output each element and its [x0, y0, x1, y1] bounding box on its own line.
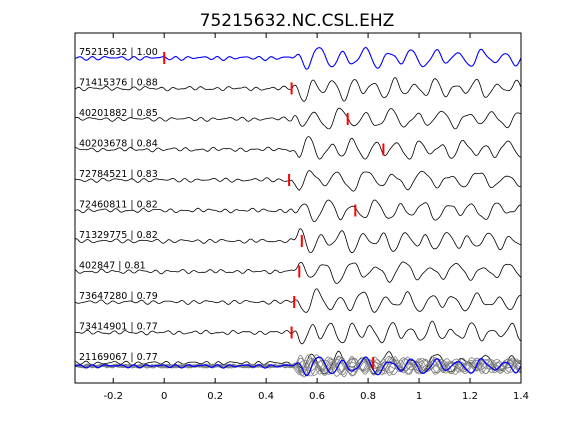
traces-layer — [74, 46, 522, 375]
x-tick-label: 0.6 — [309, 391, 325, 402]
trace-labels: 75215632 | 1.00 71415376 | 0.88 40201882 |… — [79, 47, 158, 363]
pick-markers — [163, 52, 385, 369]
trace-line-73647280 — [74, 288, 522, 313]
trace-label-75215632: 75215632 | 1.00 — [79, 47, 158, 58]
x-tick-label: 1.2 — [462, 391, 478, 402]
x-tick-label: 1 — [416, 391, 422, 402]
trace-label-40203678: 40203678 | 0.84 — [79, 139, 158, 150]
x-tick-label: 0.4 — [258, 391, 274, 402]
trace-label-402847: 402847 | 0.81 — [79, 261, 146, 272]
x-tick-label: -0.2 — [103, 391, 123, 402]
stack-layer — [74, 354, 522, 378]
x-axis: -0.2 0 0.2 0.4 0.6 0.8 1 1.2 1.4 — [103, 33, 529, 402]
trace-line-71329775 — [74, 228, 521, 254]
trace-label-72460811: 72460811 | 0.82 — [79, 200, 158, 211]
stack-trace-75215632 — [74, 356, 522, 377]
trace-line-402847 — [74, 261, 522, 284]
stack-trace-72784521 — [75, 357, 522, 376]
trace-line-72784521 — [75, 170, 522, 192]
trace-label-71415376: 71415376 | 0.88 — [79, 78, 158, 89]
x-tick-label: 0.2 — [207, 391, 223, 402]
trace-label-40201882: 40201882 | 0.85 — [79, 108, 158, 119]
trace-label-72784521: 72784521 | 0.83 — [79, 169, 158, 180]
trace-line-73414901 — [75, 320, 522, 345]
x-tick-label: 1.4 — [513, 391, 529, 402]
trace-label-21169067: 21169067 | 0.77 — [79, 352, 158, 363]
trace-line-72460811 — [74, 199, 522, 222]
trace-line-40201882 — [74, 107, 522, 130]
trace-line-71415376 — [74, 77, 522, 102]
trace-line-75215632 — [74, 46, 522, 70]
x-tick-label: 0.8 — [360, 391, 376, 402]
x-tick-label: 0 — [161, 391, 167, 402]
trace-label-73414901: 73414901 | 0.77 — [79, 322, 158, 333]
plot-area-frame — [74, 32, 522, 384]
trace-label-73647280: 73647280 | 0.79 — [79, 291, 158, 302]
stack-trace-40203678 — [74, 354, 521, 375]
trace-label-71329775: 71329775 | 0.82 — [79, 230, 158, 241]
chart-title: 75215632.NC.CSL.EHZ — [200, 11, 395, 31]
trace-line-40203678 — [75, 136, 522, 160]
